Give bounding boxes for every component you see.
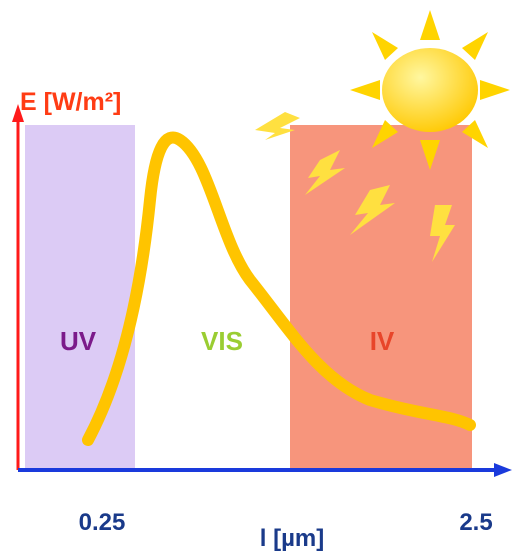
- diagram: E [W/m²] UV VIS IV 0.25 2.5 l [µm]: [0, 0, 513, 552]
- x-axis-arrow: [494, 463, 512, 477]
- region-label: IV: [370, 326, 395, 356]
- x-start-label: 0.25: [79, 509, 126, 536]
- uv-region: [25, 125, 135, 470]
- x-axis-label: l [µm]: [260, 525, 325, 552]
- region-label: UV: [60, 326, 97, 356]
- y-axis-label: E [W/m²]: [20, 88, 121, 116]
- region-label: VIS: [201, 326, 243, 356]
- x-end-label: 2.5: [459, 509, 492, 536]
- sun: [350, 10, 510, 170]
